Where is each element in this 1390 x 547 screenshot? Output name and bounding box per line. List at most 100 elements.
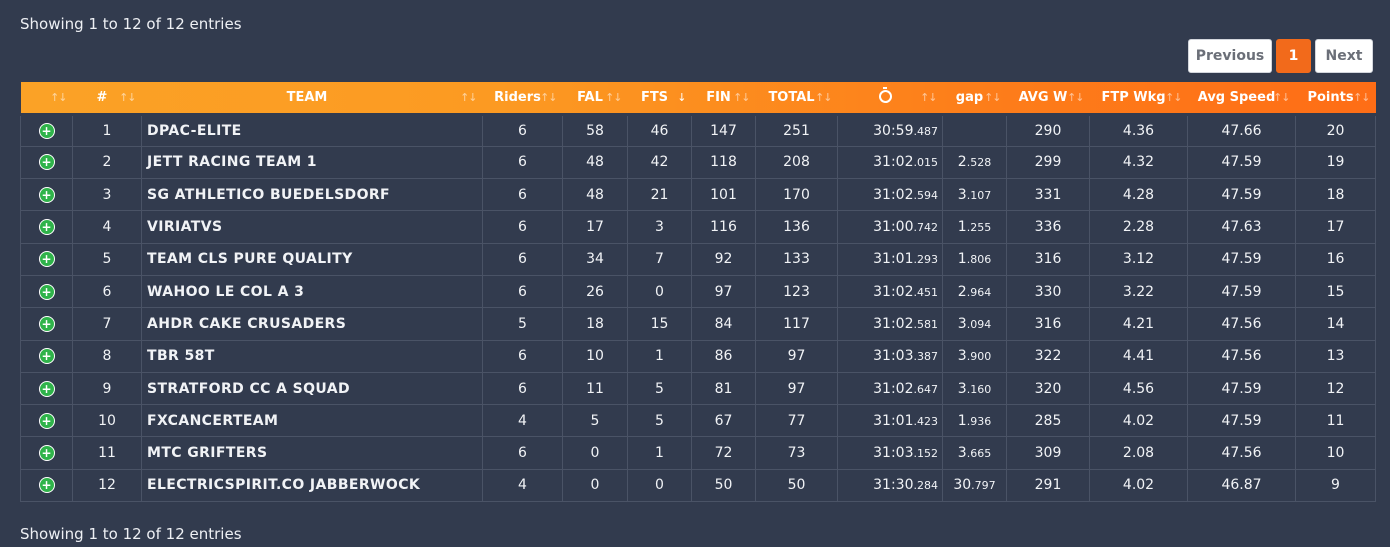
time-fraction: .451 <box>913 285 939 299</box>
expand-cell[interactable]: + <box>20 404 73 438</box>
expand-cell[interactable]: + <box>20 210 73 244</box>
gap-cell: 1.936 <box>942 404 1007 438</box>
avg-w-cell: 320 <box>1006 371 1090 406</box>
col-header-time[interactable]: ↑↓ <box>838 82 943 114</box>
ftp-wkg-cell: 4.36 <box>1089 112 1188 147</box>
points-cell: 13 <box>1295 339 1376 373</box>
expand-plus-icon[interactable]: + <box>38 251 55 268</box>
expand-plus-icon[interactable]: + <box>38 315 55 332</box>
table-row: +7 AHDR CAKE CRUSADERS 5 18 15 84 117 31:02.581… <box>20 307 1376 341</box>
col-header-fin[interactable]: FIN ↑↓ <box>706 89 750 105</box>
riders-cell: 6 <box>482 112 563 147</box>
rank-cell: 3 <box>72 178 142 212</box>
col-header-ftp-wkg[interactable]: FTP Wkg ↑↓ <box>1101 89 1182 105</box>
time-cell: 31:02.594 <box>837 178 943 212</box>
expand-plus-icon[interactable]: + <box>38 380 55 397</box>
ftp-wkg-cell: 4.56 <box>1089 371 1188 406</box>
rank-cell: 2 <box>72 145 142 180</box>
col-header-avg-w[interactable]: AVG W ↑↓ <box>1018 89 1085 105</box>
gap-cell: 1.255 <box>942 210 1007 244</box>
previous-page-button[interactable]: Previous <box>1188 39 1272 73</box>
sort-icon: ↑↓ <box>1353 91 1370 104</box>
expand-plus-icon[interactable]: + <box>38 412 55 429</box>
riders-cell: 6 <box>482 145 563 180</box>
time-fraction: .387 <box>913 350 939 364</box>
team-name-cell: TBR 58T <box>141 339 483 373</box>
avg-w-cell: 330 <box>1006 274 1090 309</box>
col-header-total[interactable]: TOTAL ↑↓ <box>768 89 832 105</box>
gap-fraction: .665 <box>966 447 992 461</box>
team-name-cell: JETT RACING TEAM 1 <box>141 145 483 180</box>
col-header-fts[interactable]: FTS ↓ <box>640 89 687 105</box>
expand-plus-icon[interactable]: + <box>38 477 55 494</box>
gap-main: 3 <box>957 445 967 462</box>
fal-cell: 34 <box>562 242 628 276</box>
sort-icon: ↑↓ <box>119 91 136 104</box>
col-header-rank[interactable]: # ↑↓ <box>96 89 137 105</box>
next-page-button[interactable]: Next <box>1315 39 1373 73</box>
col-header-expand[interactable]: ↑↓ <box>21 82 73 114</box>
expand-cell[interactable]: + <box>20 112 73 147</box>
fal-cell: 18 <box>562 307 628 341</box>
points-cell: 15 <box>1295 274 1376 309</box>
expand-cell[interactable]: + <box>20 178 73 212</box>
time-main: 31:02 <box>873 186 914 203</box>
time-fraction: .594 <box>913 188 939 202</box>
expand-cell[interactable]: + <box>20 145 73 180</box>
expand-plus-icon[interactable]: + <box>38 219 55 236</box>
expand-cell[interactable]: + <box>20 274 73 309</box>
time-cell: 31:02.581 <box>837 307 943 341</box>
expand-cell[interactable]: + <box>20 307 73 341</box>
time-fraction: .015 <box>913 156 939 170</box>
expand-cell[interactable]: + <box>20 468 73 503</box>
col-header-gap[interactable]: gap ↑↓ <box>955 89 1002 105</box>
ftp-wkg-cell: 3.12 <box>1089 242 1188 276</box>
team-name-cell: FXCANCERTEAM <box>141 404 483 438</box>
avg-w-cell: 299 <box>1006 145 1090 180</box>
pagination: Previous 1 Next <box>1188 39 1373 73</box>
page-1-button[interactable]: 1 <box>1276 39 1311 73</box>
avg-w-cell: 322 <box>1006 339 1090 373</box>
riders-cell: 6 <box>482 274 563 309</box>
time-main: 31:01 <box>873 251 914 268</box>
expand-cell[interactable]: + <box>20 436 73 470</box>
riders-cell: 6 <box>482 210 563 244</box>
total-cell: 117 <box>755 307 838 341</box>
fal-cell: 48 <box>562 145 628 180</box>
ftp-wkg-cell: 2.08 <box>1089 436 1188 470</box>
avg-speed-cell: 46.87 <box>1187 468 1296 503</box>
col-header-avg-speed[interactable]: Avg Speed ↑↓ <box>1197 89 1291 105</box>
gap-fraction: .797 <box>971 479 996 493</box>
expand-plus-icon[interactable]: + <box>38 445 55 462</box>
expand-cell[interactable]: + <box>20 371 73 406</box>
expand-plus-icon[interactable]: + <box>38 283 55 300</box>
expand-plus-icon[interactable]: + <box>38 122 55 139</box>
gap-fraction: .094 <box>966 317 992 331</box>
ftp-wkg-cell: 4.28 <box>1089 178 1188 212</box>
rank-cell: 12 <box>72 468 142 503</box>
time-cell: 31:03.387 <box>837 339 943 373</box>
col-header-points[interactable]: Points ↑↓ <box>1307 89 1370 105</box>
col-header-team[interactable]: TEAM ↑↓ <box>286 89 478 105</box>
rank-cell: 5 <box>72 242 142 276</box>
fts-cell: 5 <box>627 371 692 406</box>
time-cell: 31:00.742 <box>837 210 943 244</box>
fin-cell: 101 <box>691 178 756 212</box>
sort-icon: ↑↓ <box>1165 91 1182 104</box>
riders-cell: 4 <box>482 404 563 438</box>
expand-cell[interactable]: + <box>20 339 73 373</box>
time-cell: 31:01.293 <box>837 242 943 276</box>
total-cell: 251 <box>755 112 838 147</box>
fts-cell: 0 <box>627 274 692 309</box>
col-header-fal[interactable]: FAL ↑↓ <box>577 89 622 105</box>
expand-plus-icon[interactable]: + <box>38 186 55 203</box>
table-row: +9 STRATFORD CC A SQUAD 6 11 5 81 97 31:02.647 3… <box>20 371 1376 406</box>
time-main: 31:00 <box>873 219 914 236</box>
points-cell: 17 <box>1295 210 1376 244</box>
col-header-riders[interactable]: Riders ↑↓ <box>494 89 557 105</box>
team-name-cell: WAHOO LE COL A 3 <box>141 274 483 309</box>
expand-plus-icon[interactable]: + <box>38 348 55 365</box>
expand-plus-icon[interactable]: + <box>38 154 55 171</box>
table-row: +2 JETT RACING TEAM 1 6 48 42 118 208 31:02.015… <box>20 145 1376 180</box>
expand-cell[interactable]: + <box>20 242 73 276</box>
